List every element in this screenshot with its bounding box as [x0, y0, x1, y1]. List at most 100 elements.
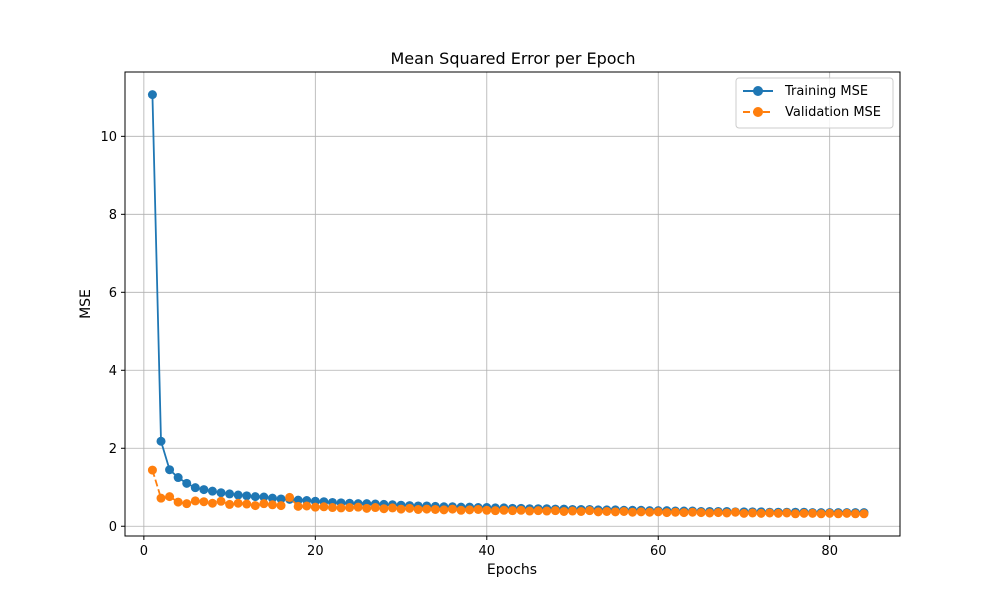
series-1-point — [173, 497, 183, 507]
series-0-point — [207, 486, 217, 496]
series-0-point — [199, 485, 209, 495]
series-1-point — [182, 499, 192, 509]
series-1-point — [199, 497, 209, 507]
series-1-point — [465, 505, 475, 515]
series-1-point — [456, 505, 466, 515]
x-axis-title: Epochs — [487, 562, 537, 578]
series-1-point — [602, 506, 612, 516]
series-1-point — [430, 504, 440, 514]
series-1-point — [233, 498, 243, 508]
series-1-point — [499, 505, 509, 515]
series-0-point — [250, 492, 260, 502]
series-1-point — [533, 506, 543, 516]
series-1-point — [276, 501, 286, 511]
series-0-point — [267, 493, 277, 503]
x-tick-label: 40 — [479, 544, 496, 559]
legend-marker-training — [753, 86, 763, 96]
series-1-point — [370, 503, 380, 513]
series-1-point — [302, 501, 312, 511]
legend-box — [735, 77, 894, 129]
series-0-point — [259, 492, 269, 502]
series-1-point — [765, 508, 775, 518]
series-1-point — [156, 493, 166, 503]
series-1-point — [713, 508, 723, 518]
series-1-point — [662, 508, 672, 518]
x-tick-label: 20 — [307, 544, 324, 559]
series-0-point — [293, 495, 303, 505]
series-0-point — [182, 478, 192, 488]
series-1-point — [387, 503, 397, 513]
x-tick-label: 0 — [140, 544, 148, 559]
series-0-point — [233, 490, 243, 500]
series-1-point — [447, 504, 457, 514]
series-1-point — [473, 504, 483, 514]
series-1-point — [653, 507, 663, 517]
series-0-point — [156, 436, 166, 446]
series-1-point — [242, 499, 252, 509]
grid-layer — [125, 72, 900, 536]
series-1-point — [619, 506, 629, 516]
series-1-point — [353, 502, 363, 512]
series-1-point — [216, 496, 226, 506]
legend-marker-validation — [753, 107, 763, 117]
series-1-point — [516, 505, 526, 515]
series-1-point — [790, 509, 800, 519]
series-1-point — [842, 508, 852, 518]
series-1-point — [730, 507, 740, 517]
series-1-point — [525, 506, 535, 516]
series-1-point — [285, 492, 295, 502]
series-1-point — [345, 503, 355, 513]
series-1-point — [696, 508, 706, 518]
series-1-point — [250, 501, 260, 511]
series-0-point — [173, 473, 183, 483]
y-tick-label: 2 — [109, 442, 117, 457]
series-0-point — [147, 90, 157, 100]
series-1-point — [362, 503, 372, 513]
legend: Training MSE Validation MSE — [735, 77, 894, 129]
series-1-point — [576, 506, 586, 516]
series-1-point — [225, 499, 235, 509]
series-1-point — [267, 500, 277, 510]
series-1-point — [336, 503, 346, 513]
series-1-point — [688, 507, 698, 517]
series-1-point — [585, 506, 595, 516]
series-1-point — [773, 508, 783, 518]
series-1-point — [405, 503, 415, 513]
series-1-point — [482, 505, 492, 515]
series-1-point — [396, 504, 406, 514]
legend-label-training: Training MSE — [784, 84, 868, 99]
y-tick-label: 4 — [109, 364, 117, 379]
series-1-point — [165, 492, 175, 502]
tick-layer: 0 20 40 60 80 0 2 4 6 8 10 — [100, 130, 838, 559]
y-tick-label: 0 — [109, 520, 117, 535]
series-1-point — [722, 508, 732, 518]
series-1-point — [559, 506, 569, 516]
series-0-point — [242, 491, 252, 501]
series-1-point — [739, 508, 749, 518]
series-1-point — [508, 506, 517, 516]
series-0-point — [216, 488, 226, 498]
series-1-point — [782, 508, 792, 518]
y-tick-label: 8 — [109, 208, 117, 223]
series-1-point — [670, 507, 680, 517]
chart-title: Mean Squared Error per Epoch — [391, 49, 636, 68]
x-tick-label: 80 — [821, 544, 838, 559]
y-tick-label: 10 — [100, 130, 117, 145]
series-0-point — [276, 494, 286, 504]
series-1-point — [833, 509, 843, 519]
series-1-point — [422, 504, 432, 514]
series-0-point — [190, 483, 200, 493]
series-1-point — [413, 504, 423, 514]
series-1-point — [542, 506, 552, 516]
series-1-point — [748, 508, 758, 518]
series-1-point — [319, 502, 329, 512]
y-tick-label: 6 — [109, 286, 117, 301]
series-1-point — [327, 503, 337, 513]
series-1-point — [610, 507, 620, 517]
series-1-point — [808, 508, 818, 518]
y-axis-title: MSE — [78, 289, 94, 319]
series-1-point — [439, 505, 449, 515]
x-tick-label: 60 — [650, 544, 667, 559]
series-1-point — [850, 509, 860, 519]
